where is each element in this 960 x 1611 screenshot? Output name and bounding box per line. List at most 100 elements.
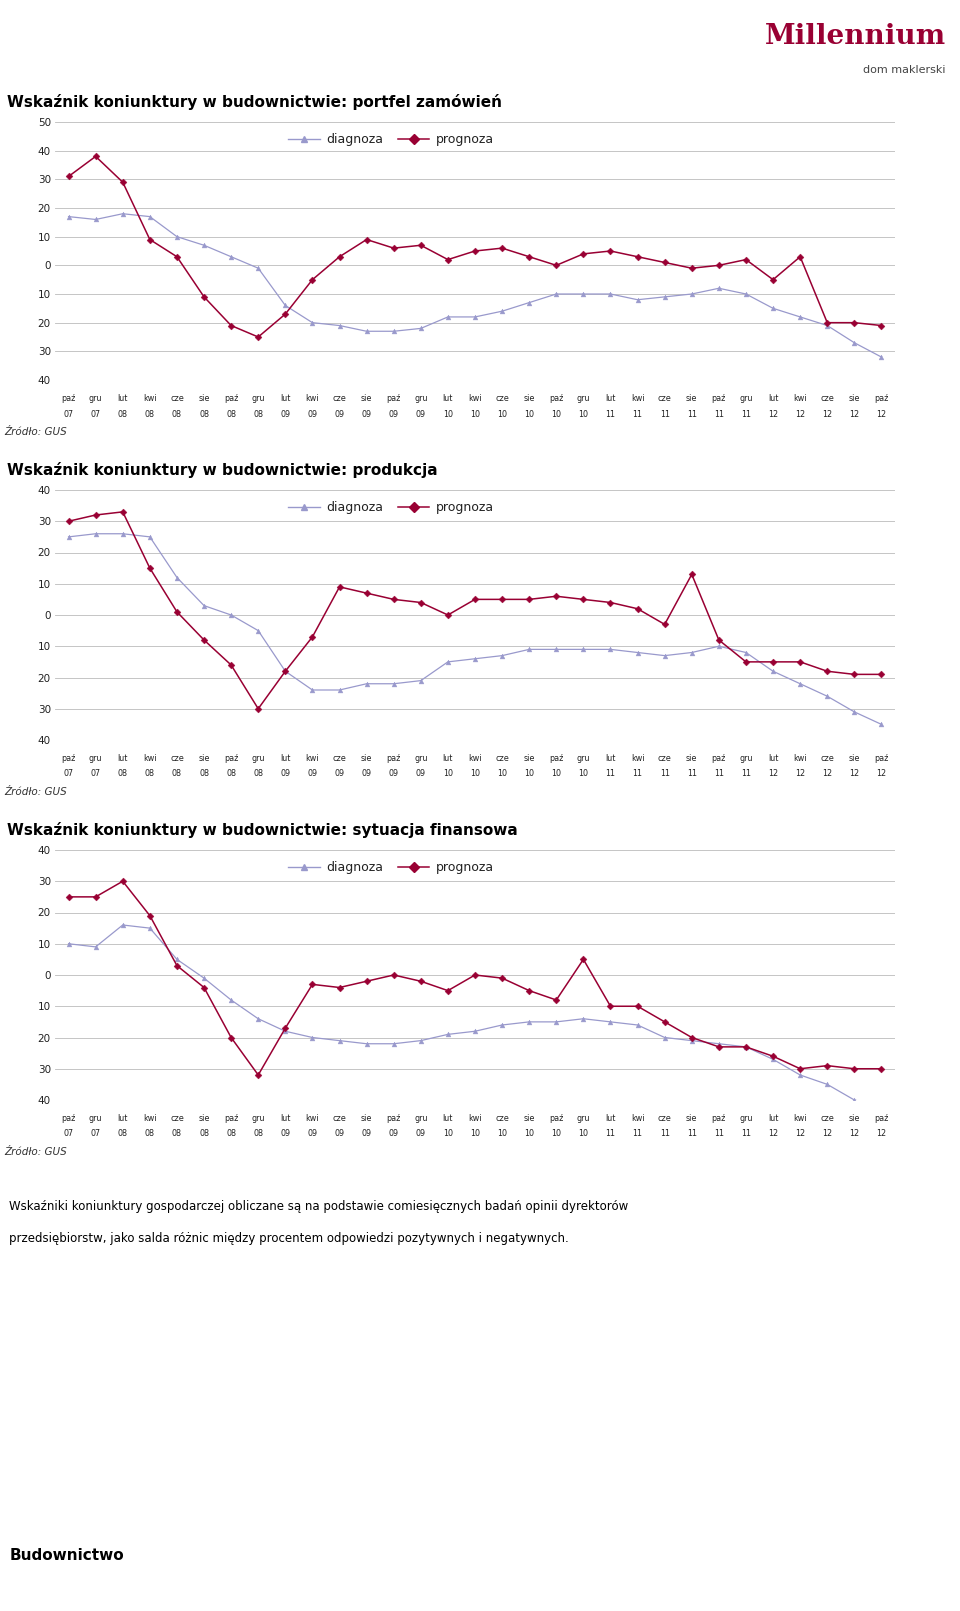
Text: 12: 12: [768, 768, 779, 778]
Text: cze: cze: [333, 754, 347, 762]
Text: sie: sie: [686, 395, 698, 403]
Text: 12: 12: [768, 409, 779, 419]
Text: 08: 08: [145, 1129, 155, 1137]
Text: kwi: kwi: [631, 1113, 644, 1123]
Legend: diagnoza, prognoza: diagnoza, prognoza: [283, 857, 498, 880]
Text: gru: gru: [252, 1113, 265, 1123]
Legend: diagnoza, prognoza: diagnoza, prognoza: [283, 496, 498, 519]
Text: 11: 11: [660, 768, 670, 778]
Text: 08: 08: [227, 409, 236, 419]
Text: lut: lut: [768, 395, 779, 403]
Text: gru: gru: [577, 395, 590, 403]
Text: gru: gru: [414, 1113, 427, 1123]
Text: sie: sie: [523, 1113, 535, 1123]
Text: lut: lut: [117, 754, 128, 762]
Text: lut: lut: [280, 395, 291, 403]
Text: paź: paź: [711, 1113, 726, 1123]
Text: 10: 10: [524, 768, 534, 778]
Text: gru: gru: [739, 395, 753, 403]
Text: gru: gru: [414, 395, 427, 403]
Text: 11: 11: [714, 1129, 724, 1137]
Text: cze: cze: [658, 1113, 672, 1123]
Text: sie: sie: [849, 1113, 860, 1123]
Text: 11: 11: [633, 1129, 642, 1137]
Text: 07: 07: [63, 409, 74, 419]
Text: 12: 12: [822, 409, 832, 419]
Text: sie: sie: [849, 754, 860, 762]
Text: 09: 09: [307, 409, 318, 419]
Text: 10: 10: [578, 1129, 588, 1137]
Text: 10: 10: [497, 1129, 507, 1137]
Text: 08: 08: [172, 1129, 182, 1137]
Text: gru: gru: [739, 1113, 753, 1123]
Text: 08: 08: [199, 1129, 209, 1137]
Text: Wskaźnik koniunktury w budownictwie: sytuacja finansowa: Wskaźnik koniunktury w budownictwie: syt…: [7, 822, 517, 838]
Text: kwi: kwi: [631, 395, 644, 403]
Text: sie: sie: [523, 754, 535, 762]
Text: sie: sie: [361, 395, 372, 403]
Text: 10: 10: [524, 409, 534, 419]
Text: 08: 08: [227, 1129, 236, 1137]
Text: paź: paź: [875, 395, 889, 403]
Text: paź: paź: [387, 395, 401, 403]
Text: 11: 11: [741, 409, 751, 419]
Text: kwi: kwi: [143, 754, 156, 762]
Text: 11: 11: [606, 409, 615, 419]
Text: sie: sie: [199, 1113, 209, 1123]
Text: sie: sie: [199, 395, 209, 403]
Text: Budownictwo: Budownictwo: [10, 1548, 124, 1563]
Text: 10: 10: [443, 409, 453, 419]
Text: 09: 09: [416, 409, 426, 419]
Text: 10: 10: [443, 1129, 453, 1137]
Text: cze: cze: [170, 754, 183, 762]
Text: gru: gru: [414, 754, 427, 762]
Text: 09: 09: [280, 768, 290, 778]
Text: 08: 08: [118, 409, 128, 419]
Text: 11: 11: [686, 409, 697, 419]
Text: 08: 08: [253, 409, 263, 419]
Text: kwi: kwi: [793, 395, 807, 403]
Text: paź: paź: [61, 1113, 76, 1123]
Text: kwi: kwi: [468, 395, 482, 403]
Text: paź: paź: [549, 1113, 564, 1123]
Text: Źródło: GUS: Źródło: GUS: [4, 788, 67, 797]
Text: 11: 11: [741, 1129, 751, 1137]
Text: 08: 08: [227, 768, 236, 778]
Text: 11: 11: [714, 409, 724, 419]
Text: kwi: kwi: [793, 1113, 807, 1123]
Text: 08: 08: [253, 768, 263, 778]
Text: 08: 08: [199, 409, 209, 419]
Text: 10: 10: [443, 768, 453, 778]
Text: cze: cze: [170, 1113, 183, 1123]
Text: 09: 09: [307, 768, 318, 778]
Text: kwi: kwi: [305, 1113, 319, 1123]
Text: sie: sie: [523, 395, 535, 403]
Text: gru: gru: [89, 754, 103, 762]
Text: lut: lut: [606, 754, 615, 762]
Text: paź: paź: [224, 1113, 238, 1123]
Text: cze: cze: [170, 395, 183, 403]
Text: gru: gru: [252, 754, 265, 762]
Text: paź: paź: [61, 395, 76, 403]
Text: 10: 10: [470, 409, 480, 419]
Text: lut: lut: [606, 1113, 615, 1123]
Text: 07: 07: [90, 768, 101, 778]
Text: lut: lut: [443, 1113, 453, 1123]
Text: lut: lut: [768, 1113, 779, 1123]
Text: gru: gru: [577, 754, 590, 762]
Text: 10: 10: [497, 768, 507, 778]
Text: 09: 09: [334, 409, 345, 419]
Text: 07: 07: [90, 1129, 101, 1137]
Text: 11: 11: [686, 1129, 697, 1137]
Text: 10: 10: [524, 1129, 534, 1137]
Text: 09: 09: [307, 1129, 318, 1137]
Text: 08: 08: [172, 409, 182, 419]
Text: paź: paź: [875, 1113, 889, 1123]
Text: gru: gru: [89, 395, 103, 403]
Text: 12: 12: [876, 1129, 886, 1137]
Text: lut: lut: [280, 754, 291, 762]
Text: cze: cze: [333, 395, 347, 403]
Text: 12: 12: [850, 1129, 859, 1137]
Text: 10: 10: [551, 1129, 562, 1137]
Text: 10: 10: [578, 409, 588, 419]
